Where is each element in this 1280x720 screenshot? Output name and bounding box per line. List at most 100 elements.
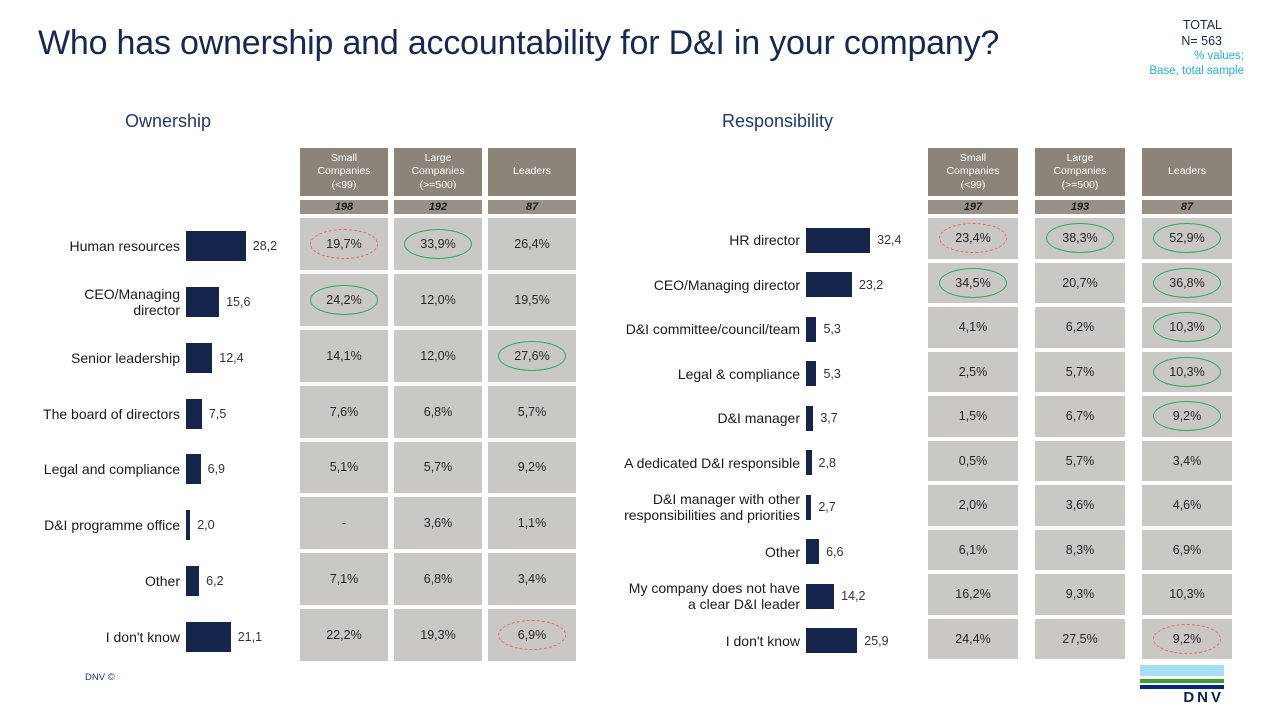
cell-value: 1,5% xyxy=(958,409,988,424)
bar xyxy=(806,272,852,298)
cell-value: 9,3% xyxy=(1065,587,1095,602)
bar-row: The board of directors 7,5 xyxy=(40,386,277,442)
bar-value-label: 2,7 xyxy=(818,500,836,515)
table-cell: 19,7% xyxy=(300,218,388,270)
bar xyxy=(186,566,200,597)
column-header: Leaders xyxy=(488,148,576,196)
values-note: % values; xyxy=(1194,50,1244,63)
cell-value: 2,0% xyxy=(958,498,988,513)
cell-value: 14,1% xyxy=(326,348,362,363)
table-cell: 4,6% xyxy=(1142,485,1232,526)
column-n-value: 87 xyxy=(488,200,576,214)
bar xyxy=(806,539,820,565)
table-cell: 10,3% xyxy=(1142,574,1232,615)
table-cell: 7,6% xyxy=(300,385,388,438)
cell-value: 1,1% xyxy=(517,516,547,531)
table-cell: 6,9% xyxy=(488,609,576,661)
table-cell: 9,2% xyxy=(488,441,576,494)
cell-value: 3,6% xyxy=(1065,498,1095,513)
dnv-logo: DNV xyxy=(1140,665,1224,707)
cell-value: 6,9% xyxy=(517,628,547,643)
table-column: Leaders 87 26,4% 19,5% 27,6% 5,7% 9,2% 1,1% 3,4%… xyxy=(488,148,576,661)
table-cell: 23,4% xyxy=(928,218,1018,259)
table-cell: 3,6% xyxy=(1035,485,1125,526)
bar-value-label: 5,3 xyxy=(823,366,841,381)
cell-value: 24,4% xyxy=(955,631,991,646)
table-cell: 7,1% xyxy=(300,553,388,606)
bar-value-label: 28,2 xyxy=(252,238,278,253)
table-column: Small Companies (<99) 198 19,7% 24,2% 14,1% 7… xyxy=(300,148,388,661)
dnv-logo-cyan-bar xyxy=(1140,665,1224,676)
category-label: D&I programme office xyxy=(44,517,180,534)
table-cell: 38,3% xyxy=(1035,218,1125,259)
table-cell: 6,1% xyxy=(928,529,1018,570)
bar-value-label: 15,6 xyxy=(226,294,251,309)
table-cell: - xyxy=(300,497,388,550)
table-column: Large Companies (>=500) 192 33,9% 12,0% 12,0… xyxy=(394,148,482,661)
cell-value: 6,9% xyxy=(1172,542,1202,557)
bar-value-label: 2,0 xyxy=(197,518,215,533)
category-label: A dedicated D&I responsible xyxy=(624,454,800,471)
bar-value-label: 6,2 xyxy=(206,574,224,589)
cell-value: 0,5% xyxy=(958,453,988,468)
bar-value-label: 6,6 xyxy=(826,544,844,559)
cell-value: 38,3% xyxy=(1062,231,1098,246)
table-cell: 36,8% xyxy=(1142,262,1232,303)
table-column: Large Companies (>=500) 193 38,3% 20,7% 6,2%… xyxy=(1035,148,1125,659)
bar xyxy=(186,510,191,541)
cell-value: 23,4% xyxy=(955,231,991,246)
cell-value: 36,8% xyxy=(1169,275,1205,290)
category-label: D&I committee/council/team xyxy=(625,321,800,338)
table-cell: 5,7% xyxy=(1035,351,1125,392)
column-header: Small Companies (<99) xyxy=(928,148,1018,196)
copyright-note: DNV © xyxy=(85,672,115,683)
table-cell: 5,7% xyxy=(1035,440,1125,481)
dnv-logo-wordmark: DNV xyxy=(1183,689,1224,706)
bar-row: My company does not have a clear D&I lea… xyxy=(596,574,901,619)
table-cell: 19,3% xyxy=(394,609,482,661)
category-label: Other xyxy=(144,573,180,590)
table-cell: 24,2% xyxy=(300,273,388,326)
category-label: The board of directors xyxy=(43,405,180,422)
cell-value: 9,2% xyxy=(517,460,547,475)
bar-row: D&I committee/council/team 5,3 xyxy=(596,307,901,352)
table-cell: 27,6% xyxy=(488,329,576,382)
table-cell: 6,7% xyxy=(1035,396,1125,437)
cell-value: 16,2% xyxy=(955,587,991,602)
table-cell: 14,1% xyxy=(300,329,388,382)
table-cell: 6,9% xyxy=(1142,529,1232,570)
bar xyxy=(806,227,871,253)
table-cell: 3,4% xyxy=(1142,440,1232,481)
table-cell: 6,2% xyxy=(1035,307,1125,348)
bar-value-label: 32,4 xyxy=(877,233,902,248)
category-label: I don't know xyxy=(105,629,180,646)
table-cell: 34,5% xyxy=(928,262,1018,303)
responsibility-section-title: Responsibility xyxy=(722,111,834,131)
cell-value: 2,5% xyxy=(958,364,988,379)
bar-row: Other 6,6 xyxy=(596,530,901,575)
bar-row: CEO/Managing director 23,2 xyxy=(596,263,901,308)
category-label: Other xyxy=(764,543,800,560)
dnv-logo-navy-bar xyxy=(1140,685,1224,689)
cell-value: 12,0% xyxy=(420,292,456,307)
bar-row: Legal & compliance 5,3 xyxy=(596,352,901,397)
bar-row: D&I manager with other responsibilities … xyxy=(596,485,901,530)
cell-value: 5,7% xyxy=(517,404,547,419)
cell-value: 6,8% xyxy=(423,404,453,419)
cell-value: 4,1% xyxy=(958,320,988,335)
category-label: I don't know xyxy=(725,632,800,649)
bar-row: A dedicated D&I responsible 2,8 xyxy=(596,441,901,486)
bar xyxy=(806,361,817,387)
category-label: Legal & compliance xyxy=(677,365,800,382)
cell-value: 4,6% xyxy=(1172,498,1202,513)
bar xyxy=(806,316,817,342)
cell-value: 22,2% xyxy=(326,628,362,643)
table-cell: 0,5% xyxy=(928,440,1018,481)
table-column: Leaders 87 52,9% 36,8% 10,3% 10,3% 9,2% 3,4% 4,6… xyxy=(1142,148,1232,659)
cell-value: 10,3% xyxy=(1169,587,1205,602)
table-cell: 4,1% xyxy=(928,307,1018,348)
column-header: Leaders xyxy=(1142,148,1232,196)
column-n-value: 197 xyxy=(928,200,1018,214)
ownership-section-title: Ownership xyxy=(125,111,212,131)
table-cell: 2,0% xyxy=(928,485,1018,526)
